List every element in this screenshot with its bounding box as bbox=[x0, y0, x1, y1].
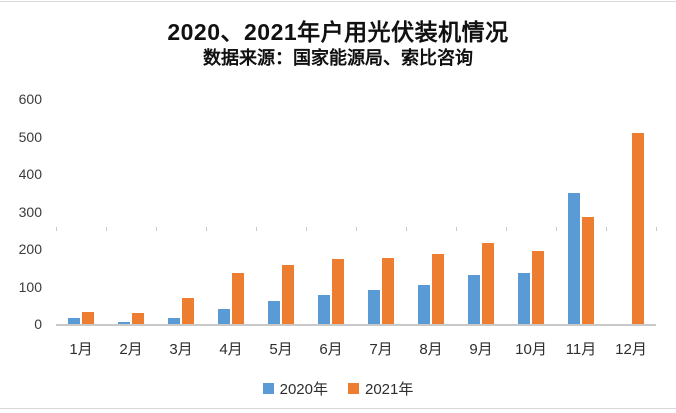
bar-group-9月 bbox=[456, 99, 506, 324]
legend-label: 2021年 bbox=[365, 381, 414, 398]
x-tick-label: 3月 bbox=[169, 341, 193, 358]
axis-tick-mark bbox=[156, 227, 157, 231]
bar-2020年-3月 bbox=[168, 318, 180, 324]
y-tick-label: 400 bbox=[18, 166, 42, 182]
bar-group-12月 bbox=[606, 99, 656, 324]
bar-2020年-8月 bbox=[418, 285, 430, 324]
bar-2021年-3月 bbox=[182, 298, 194, 324]
bar-2020年-7月 bbox=[368, 290, 380, 324]
y-tick-label: 300 bbox=[18, 203, 42, 220]
bar-group-5月 bbox=[256, 99, 306, 324]
axis-tick-mark bbox=[606, 227, 607, 231]
bar-group-3月 bbox=[156, 99, 206, 324]
plot-area bbox=[56, 99, 656, 326]
bar-2020年-6月 bbox=[318, 295, 330, 324]
bar-2020年-11月 bbox=[568, 193, 580, 324]
bar-2021年-7月 bbox=[382, 258, 394, 324]
axis-tick-mark bbox=[306, 227, 307, 231]
chart-title: 2020、2021年户用光伏装机情况 bbox=[167, 19, 509, 45]
legend: 2020年 2021年 bbox=[0, 378, 676, 399]
y-tick-label: 600 bbox=[18, 91, 42, 107]
x-tick-label: 5月 bbox=[269, 341, 293, 358]
bar-2020年-5月 bbox=[268, 301, 280, 324]
y-tick-label: 500 bbox=[18, 128, 42, 145]
legend-item-2020年: 2020年 bbox=[262, 378, 328, 399]
y-tick-label: 200 bbox=[18, 241, 42, 257]
bar-2021年-6月 bbox=[332, 259, 344, 324]
bar-2021年-10月 bbox=[532, 251, 544, 324]
axis-tick-mark bbox=[356, 227, 357, 231]
legend-item-2021年: 2021年 bbox=[348, 378, 413, 399]
axis-tick-mark bbox=[106, 227, 107, 231]
x-tick-label: 8月 bbox=[419, 341, 443, 358]
axis-tick-mark bbox=[556, 227, 557, 231]
legend-swatch-2021年 bbox=[348, 383, 359, 394]
bar-2021年-4月 bbox=[232, 273, 244, 324]
legend-swatch-2020年 bbox=[262, 383, 274, 394]
bar-group-4月 bbox=[206, 99, 256, 324]
bar-group-8月 bbox=[406, 99, 456, 324]
axis-tick-mark bbox=[506, 227, 507, 231]
axis-tick-mark bbox=[256, 227, 257, 231]
bar-2021年-8月 bbox=[432, 254, 444, 324]
axis-tick-mark bbox=[56, 227, 57, 231]
bar-2021年-5月 bbox=[282, 265, 294, 324]
bar-2020年-4月 bbox=[218, 309, 230, 324]
x-tick-label: 7月 bbox=[369, 341, 393, 358]
y-tick-label: 100 bbox=[18, 278, 42, 295]
x-tick-label: 9月 bbox=[469, 341, 493, 358]
bar-2020年-1月 bbox=[68, 318, 80, 324]
y-tick-label: 0 bbox=[34, 316, 42, 332]
bar-2021年-1月 bbox=[82, 312, 94, 324]
x-tick-label: 2月 bbox=[119, 341, 143, 358]
axis-tick-mark bbox=[406, 227, 407, 231]
bar-2021年-12月 bbox=[632, 133, 644, 324]
bar-2021年-9月 bbox=[482, 243, 494, 324]
bottom-border-line bbox=[0, 408, 676, 409]
bar-2021年-2月 bbox=[132, 313, 144, 324]
bar-2020年-10月 bbox=[518, 273, 530, 324]
x-tick-label: 4月 bbox=[219, 341, 243, 358]
top-border-line bbox=[0, 1, 676, 2]
x-tick-label: 11月 bbox=[565, 341, 597, 358]
bar-group-1月 bbox=[56, 99, 106, 324]
bar-2020年-9月 bbox=[468, 275, 480, 324]
x-tick-label: 10月 bbox=[515, 341, 547, 358]
legend-label: 2020年 bbox=[279, 381, 328, 398]
bar-group-11月 bbox=[556, 99, 606, 324]
bar-2020年-2月 bbox=[118, 322, 130, 324]
x-tick-label: 6月 bbox=[319, 341, 343, 358]
x-tick-label: 1月 bbox=[69, 341, 93, 358]
bar-2021年-11月 bbox=[582, 217, 594, 324]
axis-tick-mark bbox=[456, 227, 457, 231]
bar-group-2月 bbox=[106, 99, 156, 324]
bar-group-10月 bbox=[506, 99, 556, 324]
axis-tick-mark bbox=[206, 227, 207, 231]
x-axis-labels: 1月 2月 3月 4月 5月 6月 7月 8月 9月 10月 11月 12月 bbox=[56, 338, 656, 359]
bar-group-6月 bbox=[306, 99, 356, 324]
x-tick-label: 12月 bbox=[615, 341, 647, 358]
chart-subtitle: 数据来源：国家能源局、索比咨询 bbox=[203, 48, 473, 68]
bar-group-7月 bbox=[356, 99, 406, 324]
axis-tick-mark bbox=[656, 227, 657, 231]
